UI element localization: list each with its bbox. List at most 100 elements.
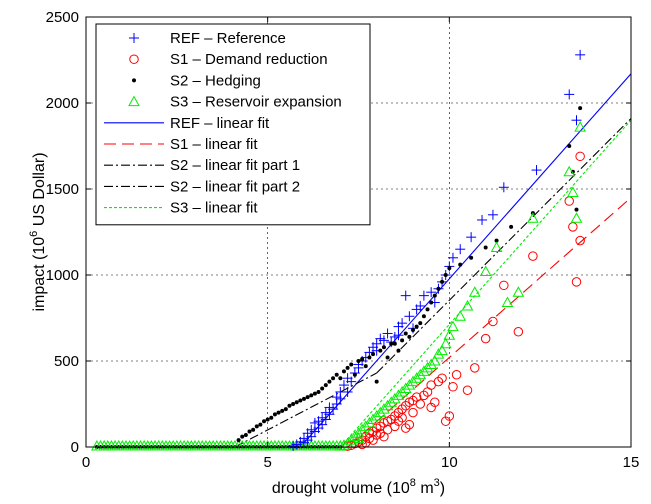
data-point [392, 341, 397, 346]
data-point [262, 419, 267, 424]
data-point [381, 399, 394, 411]
data-point [254, 424, 259, 429]
data-point [397, 318, 408, 329]
legend-label: S3 – Reservoir expansion [170, 94, 342, 111]
data-point [393, 330, 404, 341]
data-point [509, 224, 514, 229]
data-point [367, 355, 372, 360]
data-point [426, 402, 436, 413]
data-point [381, 345, 386, 350]
data-point [371, 352, 376, 357]
data-point [328, 404, 339, 415]
data-point [352, 372, 357, 377]
data-point [374, 406, 387, 418]
legend-label: S1 – Demand reduction [170, 51, 328, 68]
data-point [418, 321, 423, 326]
y-tick-label: 1000 [46, 267, 79, 284]
data-point [390, 411, 400, 421]
fit-line [339, 119, 631, 447]
data-point [421, 361, 434, 373]
data-point [312, 391, 317, 396]
data-point [470, 363, 480, 373]
data-point [367, 413, 379, 424]
x-axis-label: drought volume (108 m3) [272, 477, 445, 497]
data-point [243, 432, 248, 437]
y-tick-label: 500 [54, 353, 79, 370]
data-point [415, 399, 426, 409]
data-point [397, 413, 407, 423]
data-point [388, 392, 401, 404]
data-point [411, 328, 415, 333]
data-point [316, 389, 321, 394]
data-point [356, 359, 361, 363]
y-tick-label: 1500 [46, 181, 79, 198]
legend-item: REF – Reference [129, 30, 286, 47]
legend-item: S3 – linear fit [104, 200, 258, 217]
data-point [490, 241, 503, 252]
data-point [418, 365, 430, 376]
data-point [276, 410, 281, 415]
data-point [390, 421, 400, 432]
data-point [414, 368, 427, 380]
data-point [447, 252, 458, 263]
data-point [404, 419, 415, 430]
data-point [269, 415, 274, 420]
data-point [342, 386, 353, 397]
data-point [356, 423, 368, 435]
data-point [370, 410, 383, 421]
data-point [527, 212, 539, 223]
x-tick-label: 5 [263, 454, 271, 471]
data-point [468, 286, 481, 297]
data-point [368, 435, 378, 445]
x-tick-label: 10 [441, 454, 458, 471]
legend-item: REF – linear fit [104, 115, 270, 132]
data-point [385, 396, 398, 407]
data-point [469, 255, 474, 260]
data-point [455, 244, 466, 255]
legend-label: S1 – linear fit [170, 136, 258, 153]
legend-item: S2 – linear fit part 1 [104, 157, 300, 174]
legend-item: S2 – Hedging [132, 72, 261, 89]
data-point [352, 432, 365, 443]
data-point [334, 372, 339, 377]
data-point [488, 316, 498, 327]
data-point [440, 416, 451, 426]
legend-label: REF – linear fit [170, 115, 270, 132]
data-markers [91, 49, 586, 452]
data-point [272, 412, 277, 417]
legend-item: S1 – linear fit [104, 136, 258, 153]
data-point [323, 383, 328, 388]
data-point [298, 398, 303, 403]
data-point [425, 358, 438, 369]
data-point [294, 400, 299, 405]
legend-item: S3 – Reservoir expansion [128, 94, 342, 111]
legend-item: S1 – Demand reduction [129, 51, 328, 68]
data-point [338, 439, 350, 450]
data-point [528, 251, 538, 261]
legend-label: S3 – linear fit [170, 200, 258, 217]
data-point [487, 209, 498, 220]
y-axis-label: impact (106 US Dollar) [28, 152, 48, 311]
data-point [258, 422, 263, 427]
data-point [574, 207, 579, 212]
data-point [415, 300, 426, 311]
data-point [444, 411, 455, 421]
data-point [385, 355, 390, 360]
data-point [305, 395, 310, 400]
data-point [392, 389, 405, 400]
data-point [498, 182, 509, 193]
legend-label: S2 – Hedging [170, 72, 261, 89]
data-point [338, 380, 349, 391]
legend: REF – Reference S1 – Demand reduction S2 –… [95, 23, 371, 226]
data-point [400, 338, 405, 343]
data-point [341, 437, 354, 449]
data-point [360, 357, 365, 362]
data-point [396, 385, 408, 397]
data-point [433, 376, 444, 387]
legend-marker [128, 95, 140, 107]
data-point [251, 427, 256, 432]
legend-label: REF – Reference [170, 30, 286, 47]
data-point [567, 186, 579, 197]
